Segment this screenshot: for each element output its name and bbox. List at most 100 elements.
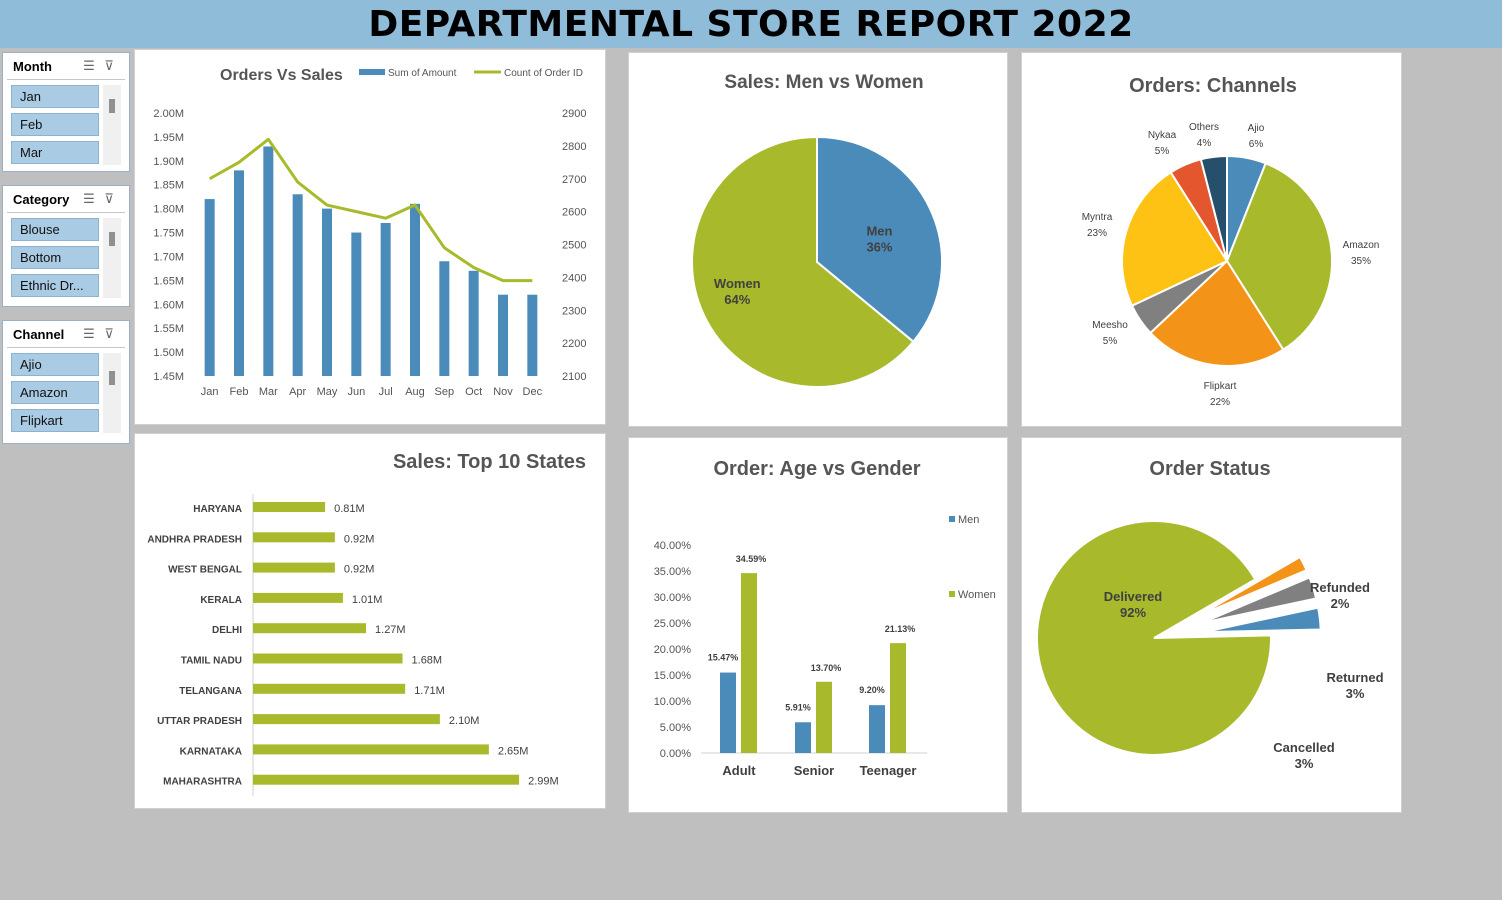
x-tick-label: Oct xyxy=(465,386,482,398)
chart-title: Order: Age vs Gender xyxy=(713,458,920,480)
slice-label-delivered: Delivered xyxy=(1104,589,1163,604)
orders-channels-chart: Orders: Channels Ajio 6% Amazon 35% Flipkart 2… xyxy=(1082,75,1380,408)
status-slice-returned xyxy=(1201,576,1318,624)
multi-select-icon[interactable]: ☰ xyxy=(83,58,95,73)
slicer-item-ethnic-dress[interactable]: Ethnic Dr... xyxy=(11,274,99,297)
slicer-title: Month xyxy=(13,58,52,74)
slice-label-others: Others xyxy=(1189,122,1219,133)
slice-label-women: Women xyxy=(714,276,761,291)
channel-slice-amazon xyxy=(1225,162,1333,352)
slicer-scrollbar[interactable] xyxy=(103,353,121,433)
month-slicer: Month ☰ ⊽ Jan Feb Mar xyxy=(2,52,130,172)
slice-label-amazon: Amazon xyxy=(1343,240,1380,251)
category-label: MAHARASHTRA xyxy=(163,777,242,788)
category-label: WEST BENGAL xyxy=(168,565,242,576)
y2-tick-label: 2600 xyxy=(562,207,586,219)
x-tick-label: Mar xyxy=(259,386,278,398)
slice-pct-returned: 3% xyxy=(1346,686,1365,701)
clear-filter-icon[interactable]: ⊽ xyxy=(104,326,114,341)
slicer-item-jan[interactable]: Jan xyxy=(11,85,99,108)
channel-slice-others xyxy=(1199,154,1228,262)
bar-jul xyxy=(380,222,391,376)
slice-pct-cancelled: 3% xyxy=(1295,756,1314,771)
data-label: 2.10M xyxy=(449,715,480,727)
slicer-scrollbar[interactable] xyxy=(103,218,121,298)
top-states-panel: Sales: Top 10 States HARYANA 0.81M ANDHRA P… xyxy=(134,433,606,809)
bar-andhra-pradesh xyxy=(253,532,335,543)
bar-women-senior xyxy=(816,681,832,753)
slice-label-men: Men xyxy=(866,223,892,238)
data-label: 13.70% xyxy=(811,663,842,673)
legend-swatch-men xyxy=(949,516,955,522)
sales-gender-panel: Sales: Men vs Women Men 36% Women 64% xyxy=(628,52,1008,427)
bar-jan xyxy=(204,199,215,376)
report-banner: DEPARTMENTAL STORE REPORT 2022 xyxy=(0,0,1502,48)
y2-tick-label: 2400 xyxy=(562,272,586,284)
y-tick-label: 2.00M xyxy=(153,108,184,120)
slice-label-flipkart: Flipkart xyxy=(1204,381,1237,392)
slicer-item-flipkart[interactable]: Flipkart xyxy=(11,409,99,432)
data-label: 21.13% xyxy=(885,624,916,634)
y2-tick-label: 2200 xyxy=(562,338,586,350)
gender-slice-men xyxy=(816,135,943,344)
bar-mar xyxy=(263,146,274,376)
category-label: KARNATAKA xyxy=(180,746,242,757)
slicer-item-amazon[interactable]: Amazon xyxy=(11,381,99,404)
multi-select-icon[interactable]: ☰ xyxy=(83,191,95,206)
bar-oct xyxy=(468,270,479,376)
y2-tick-label: 2300 xyxy=(562,305,586,317)
bar-women-teenager xyxy=(890,643,906,753)
data-label: 1.68M xyxy=(412,655,443,667)
category-slicer: Category ☰ ⊽ Blouse Bottom Ethnic Dr... xyxy=(2,185,130,307)
slicer-scrollbar[interactable] xyxy=(103,85,121,165)
category-label: DELHI xyxy=(212,625,242,636)
orders-vs-sales-panel: Orders Vs Sales Sum of Amount Count of Ord… xyxy=(134,49,606,425)
slicer-item-feb[interactable]: Feb xyxy=(11,113,99,136)
category-label: TAMIL NADU xyxy=(181,656,242,667)
slice-label-myntra: Myntra xyxy=(1082,212,1113,223)
slice-label-refunded: Refunded xyxy=(1310,580,1370,595)
y-tick-label: 1.75M xyxy=(153,228,184,240)
slice-label-cancelled: Cancelled xyxy=(1273,740,1334,755)
age-gender-chart: Order: Age vs Gender 40.00% 35.00% 30.00% 25… xyxy=(654,458,996,778)
multi-select-icon[interactable]: ☰ xyxy=(83,326,95,341)
y-tick-label: 25.00% xyxy=(654,618,692,630)
y-tick-label: 1.65M xyxy=(153,275,184,287)
clear-filter-icon[interactable]: ⊽ xyxy=(104,58,114,73)
bar-karnataka xyxy=(253,744,489,755)
slice-pct-ajio: 6% xyxy=(1249,139,1264,150)
data-label: 1.01M xyxy=(352,594,383,606)
slice-label-ajio: Ajio xyxy=(1248,123,1265,134)
slice-label-nykaa: Nykaa xyxy=(1148,130,1177,141)
orders-vs-sales-chart: Orders Vs Sales Sum of Amount Count of Ord… xyxy=(153,67,586,398)
x-tick-label: Jun xyxy=(347,386,365,398)
slicer-item-ajio[interactable]: Ajio xyxy=(11,353,99,376)
category-label: KERALA xyxy=(200,595,242,606)
data-label: 2.99M xyxy=(528,776,559,788)
x-tick-label: Jul xyxy=(379,386,393,398)
bar-maharashtra xyxy=(253,774,520,785)
bar-delhi xyxy=(253,623,367,634)
report-title: DEPARTMENTAL STORE REPORT 2022 xyxy=(368,3,1134,45)
data-label: 0.81M xyxy=(334,503,365,515)
bar-may xyxy=(322,208,332,376)
legend-label-men: Men xyxy=(958,514,979,526)
slicer-title: Channel xyxy=(13,326,65,342)
slice-pct-meesho: 5% xyxy=(1103,336,1118,347)
y-tick-label: 40.00% xyxy=(654,540,692,552)
slicer-item-bottom[interactable]: Bottom xyxy=(11,246,99,269)
bar-sep xyxy=(439,261,450,376)
bar-aug xyxy=(410,203,420,376)
slicer-item-mar[interactable]: Mar xyxy=(11,141,99,164)
x-tick-label: Senior xyxy=(794,763,834,778)
top-states-chart: Sales: Top 10 States HARYANA 0.81M ANDHRA P… xyxy=(147,451,586,796)
slicer-item-blouse[interactable]: Blouse xyxy=(11,218,99,241)
clear-filter-icon[interactable]: ⊽ xyxy=(104,191,114,206)
y-tick-label: 1.50M xyxy=(153,347,184,359)
y-tick-label: 30.00% xyxy=(654,592,692,604)
x-tick-label: Apr xyxy=(289,386,306,398)
data-label: 15.47% xyxy=(708,653,739,663)
category-label: TELANGANA xyxy=(179,686,242,697)
